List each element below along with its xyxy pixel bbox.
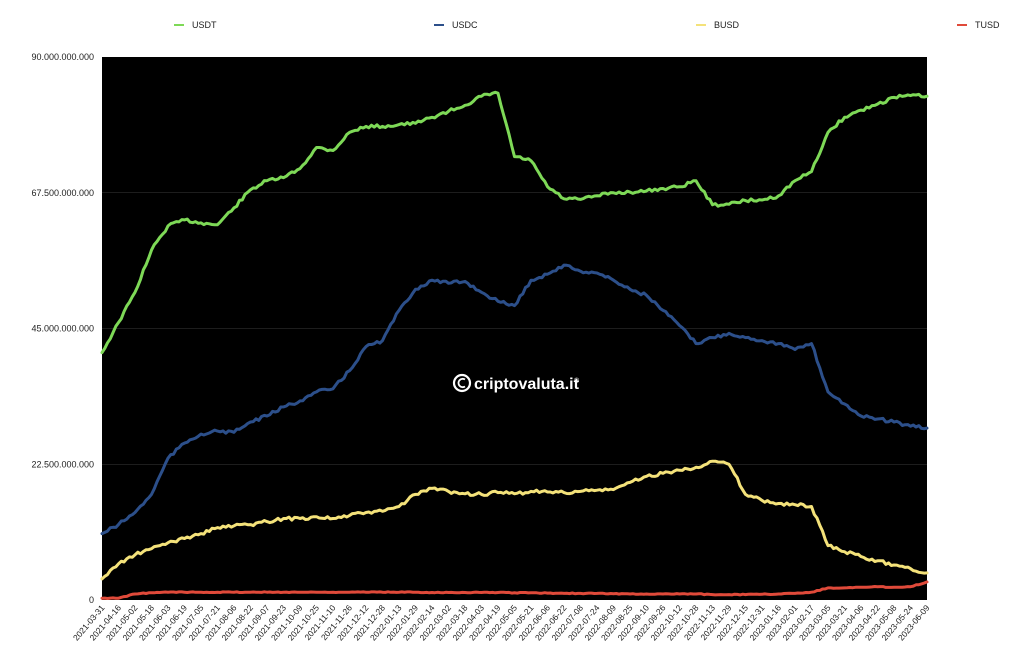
legend-swatch-usdc [434,24,444,26]
y-tick-label: 22.500.000.000 [31,459,94,469]
watermark-logo-icon [452,373,472,393]
series-line-usdc [100,263,929,536]
legend-swatch-usdt [174,24,184,26]
y-tick-label: 67.500.000.000 [31,188,94,198]
watermark: criptovaluta.it ® [452,373,580,393]
watermark-text: criptovaluta.it [474,376,580,393]
y-axis-ticks: 0 22.500.000.000 45.000.000.000 67.500.000.… [31,52,94,605]
legend-item-usdt[interactable]: USDT [174,20,217,30]
legend-swatch-tusd [957,24,967,26]
watermark-registered-mark: ® [574,377,580,385]
legend-item-tusd[interactable]: TUSD [957,20,1000,30]
legend-label-usdc: USDC [452,20,478,30]
watermark-logo-c-icon [457,377,466,389]
legend-swatch-busd [696,24,706,26]
series-lines [100,90,929,600]
legend-label-busd: BUSD [714,20,740,30]
y-tick-label: 0 [89,595,94,605]
legend-item-usdc[interactable]: USDC [434,20,478,30]
legend-label-tusd: TUSD [975,20,1000,30]
y-tick-label: 45.000.000.000 [31,324,94,334]
gridlines [102,192,927,465]
x-axis-ticks: 2021-03-312021-04-162021-05-022021-05-18… [71,603,932,643]
series-line-tusd [100,580,929,600]
legend-item-busd[interactable]: BUSD [696,20,739,30]
series-line-usdt [100,90,929,355]
chart-legend: USDT USDC BUSD TUSD [0,20,1024,38]
y-tick-label: 90.000.000.000 [31,52,94,62]
series-line-busd [100,459,929,581]
legend-label-usdt: USDT [192,20,217,30]
